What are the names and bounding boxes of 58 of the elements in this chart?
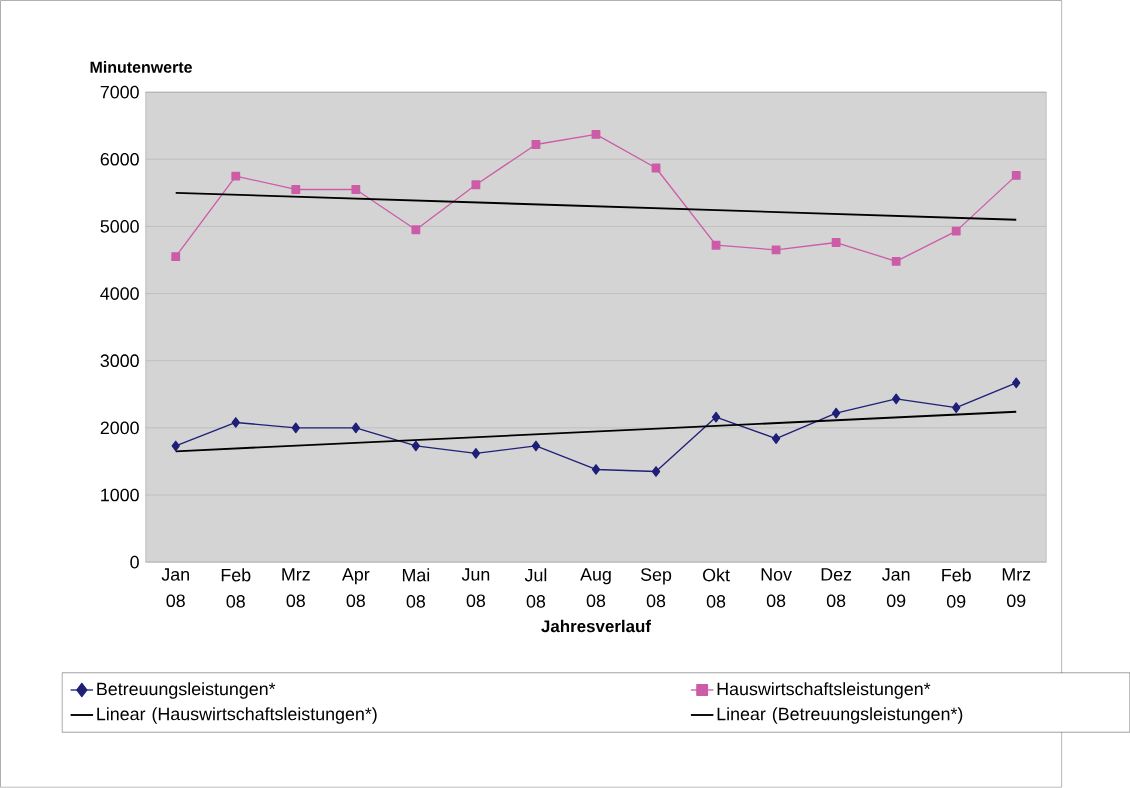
legend-label: Linear (Betreuungsleistungen*) (717, 707, 963, 724)
point (651, 466, 661, 477)
y-tick-label: 0 (130, 555, 139, 569)
point (711, 411, 721, 423)
point (831, 407, 841, 419)
y-tick-label: 7000 (100, 85, 139, 99)
x-tick-label: Mai 08 (402, 568, 430, 608)
y-axis-title: Minutenwerte (90, 61, 192, 73)
point (1011, 171, 1021, 180)
y-tick-label: 5000 (100, 220, 139, 233)
x-axis-title: Jahresverlauf (541, 619, 652, 633)
point (351, 185, 361, 195)
point (591, 464, 601, 475)
x-tick-label: Jun 08 (461, 568, 490, 608)
point (591, 130, 601, 139)
point (351, 422, 361, 434)
y-tick-label: 2000 (100, 421, 139, 435)
point (291, 422, 300, 434)
x-tick-label: Feb 09 (942, 568, 971, 608)
point (171, 440, 180, 452)
y-tick-label: 6000 (100, 153, 139, 166)
point (411, 440, 421, 452)
point (531, 440, 541, 452)
x-tick-label: Sep 08 (640, 568, 672, 608)
x-tick-label: Jul 08 (524, 568, 547, 608)
point (471, 448, 481, 459)
x-tick-label: Mrz 09 (1002, 568, 1031, 608)
legend-label: Betreuungsleistungen* (97, 682, 276, 699)
point (291, 185, 301, 195)
legend-label: Hauswirtschaftsleistungen* (717, 682, 931, 699)
point (891, 257, 901, 266)
x-tick-label: Feb 08 (221, 568, 251, 608)
x-tick-label: Nov 08 (761, 568, 792, 608)
y-tick-label: 4000 (100, 287, 139, 300)
x-tick-label: Okt 08 (703, 568, 730, 608)
x-tick-label: Apr 08 (341, 568, 370, 608)
point (171, 252, 181, 262)
point (951, 226, 961, 236)
y-tick-label: 1000 (101, 488, 139, 502)
point (891, 393, 901, 405)
point (411, 225, 421, 235)
point (831, 238, 841, 248)
point (231, 171, 241, 181)
x-tick-label: Jan 09 (882, 568, 910, 608)
x-tick-label: Jan 08 (161, 568, 189, 608)
x-tick-label: Aug 08 (580, 568, 611, 608)
point (711, 240, 721, 250)
point (1012, 377, 1021, 389)
point (771, 245, 781, 255)
legend-label: Linear (Hauswirtschaftsleistungen*) (97, 707, 377, 724)
point (952, 402, 961, 414)
point (771, 433, 781, 445)
y-tick-label: 3000 (100, 354, 139, 368)
x-tick-label: Mrz 08 (282, 568, 310, 608)
point (471, 180, 481, 190)
point (531, 140, 541, 150)
point (231, 417, 240, 428)
x-tick-label: Dez 08 (821, 568, 852, 608)
